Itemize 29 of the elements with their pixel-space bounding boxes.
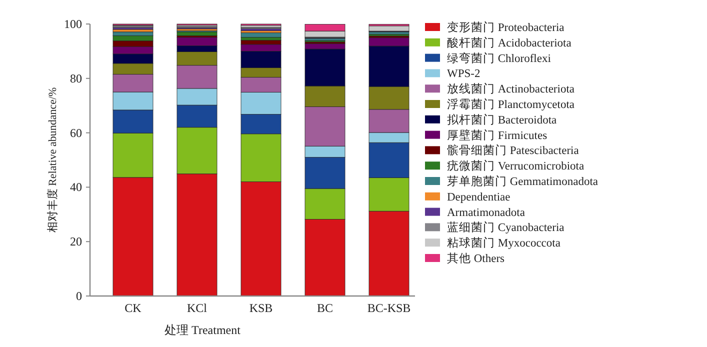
legend-label: 浮霉菌门 Planctomycetota	[447, 97, 575, 111]
legend-label: WPS-2	[447, 68, 480, 80]
x-tick-label: CK	[124, 301, 142, 315]
y-tick-label: 100	[64, 17, 82, 31]
y-tick-label: 60	[70, 126, 82, 140]
legend-label: 其他 Others	[447, 252, 506, 265]
x-tick-label: BC	[316, 301, 334, 315]
legend-label: 放线菌门 Actinobacteriota	[447, 82, 575, 96]
y-tick-label: 40	[70, 180, 82, 194]
legend-label: 粘球菌门 Myxococcota	[447, 236, 560, 250]
legend-label: 疣微菌门 Verrucomicrobiota	[447, 158, 584, 173]
legend-label: 髌骨细菌门 Patescibacteria	[447, 143, 579, 158]
legend-label: 拟杆菌门 Bacteroidota	[447, 112, 557, 126]
legend-label: 蓝细菌门 Cyanobacteria	[447, 220, 564, 234]
legend-label: 绿弯菌门 Chloroflexi	[447, 50, 551, 65]
y-axis-title: 相对丰度 Relative abundance/%	[46, 87, 59, 233]
legend-label: 厚壁菌门 Firmicutes	[447, 128, 548, 142]
legend-label: 芽单胞菌门 Gemmatimonadota	[447, 174, 598, 188]
x-tick-label: KCl	[186, 301, 208, 315]
legend-label: 酸杆菌门 Acidobacteriota	[447, 35, 572, 50]
x-axis-title: 处理 Treatment	[164, 323, 242, 337]
y-tick-label: 80	[70, 71, 82, 86]
x-tick-label: KSB	[249, 301, 273, 315]
y-tick-label: 20	[70, 234, 82, 249]
legend-label: Armatimonadota	[447, 206, 525, 219]
y-tick-label: 0	[76, 289, 82, 303]
legend-label: 变形菌门 Proteobacteria	[447, 20, 564, 34]
x-tick-label: BC-KSB	[367, 301, 411, 315]
legend-label: Dependentiae	[447, 191, 510, 204]
